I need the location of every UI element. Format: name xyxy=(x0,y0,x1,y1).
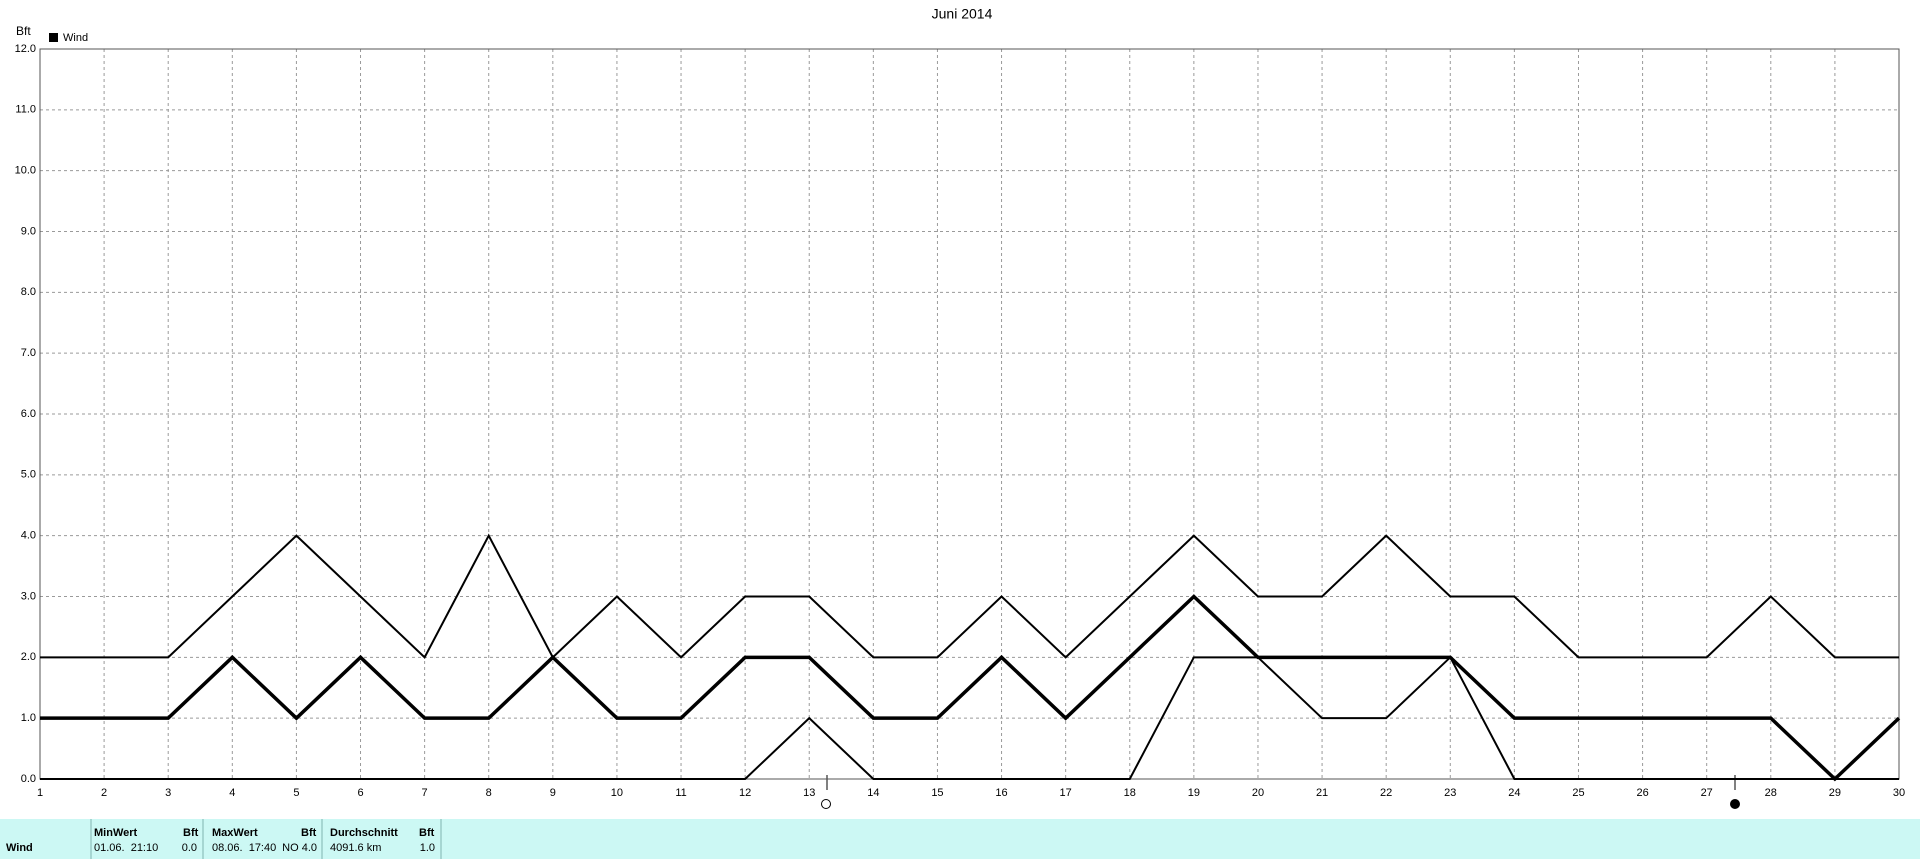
x-tick-label: 15 xyxy=(931,787,943,799)
x-tick-label: 22 xyxy=(1380,787,1392,799)
summary-separators xyxy=(90,819,442,859)
table-header: Bft xyxy=(183,827,199,839)
chart-title: Juni 2014 xyxy=(932,6,993,22)
table-cell: 0.0 xyxy=(182,842,197,854)
y-tick-label: 11.0 xyxy=(15,104,36,116)
table-cell: NO 4.0 xyxy=(282,842,317,854)
table-row-label: Wind xyxy=(6,842,33,854)
series-line xyxy=(40,655,1899,780)
x-tick-label: 13 xyxy=(803,787,815,799)
table-cell: 4091.6 km xyxy=(330,842,381,854)
y-tick-label: 0.0 xyxy=(21,773,36,785)
x-tick-label: 8 xyxy=(486,787,492,799)
x-tick-label: 12 xyxy=(739,787,751,799)
y-tick-label: 3.0 xyxy=(21,590,36,602)
table-header: Bft xyxy=(301,827,317,839)
x-tick-label: 26 xyxy=(1636,787,1648,799)
x-tick-label: 6 xyxy=(357,787,363,799)
x-tick-label: 24 xyxy=(1508,787,1520,799)
full-moon-icon xyxy=(821,799,831,809)
x-tick-label: 19 xyxy=(1188,787,1200,799)
y-tick-label: 5.0 xyxy=(21,469,36,481)
x-tick-label: 18 xyxy=(1124,787,1136,799)
x-tick-label: 20 xyxy=(1252,787,1264,799)
y-tick-label: 8.0 xyxy=(21,286,36,298)
y-tick-label: 2.0 xyxy=(21,651,36,663)
x-tick-label: 21 xyxy=(1316,787,1328,799)
x-tick-label: 2 xyxy=(101,787,107,799)
table-cell: 1.0 xyxy=(420,842,435,854)
table-cell: 08.06. 17:40 xyxy=(212,842,276,854)
y-tick-label: 1.0 xyxy=(21,712,36,724)
series-line xyxy=(40,533,1899,659)
y-tick-label: 4.0 xyxy=(21,530,36,542)
x-tick-label: 25 xyxy=(1572,787,1584,799)
y-tick-label: 12.0 xyxy=(15,43,36,55)
y-tick-label: 6.0 xyxy=(21,408,36,420)
x-tick-label: 4 xyxy=(229,787,235,799)
series-line xyxy=(40,594,1901,782)
x-tick-label: 27 xyxy=(1701,787,1713,799)
x-tick-label: 10 xyxy=(611,787,623,799)
legend-label: Wind xyxy=(63,32,88,44)
table-header: Durchschnitt xyxy=(330,827,398,839)
table-header: MinWert xyxy=(94,827,138,839)
table-header: Bft xyxy=(419,827,435,839)
x-tick-label: 1 xyxy=(37,787,43,799)
x-tick-label: 16 xyxy=(995,787,1007,799)
legend-swatch xyxy=(49,33,58,42)
x-tick-label: 3 xyxy=(165,787,171,799)
x-tick-label: 23 xyxy=(1444,787,1456,799)
y-axis-label: Bft xyxy=(16,24,31,38)
table-header: MaxWert xyxy=(212,827,258,839)
y-tick-label: 9.0 xyxy=(21,225,36,237)
y-tick-label: 10.0 xyxy=(15,165,36,177)
x-tick-label: 9 xyxy=(550,787,556,799)
x-tick-label: 11 xyxy=(675,787,686,799)
new-moon-icon xyxy=(1730,799,1740,809)
summary-band xyxy=(0,819,1920,859)
y-tick-label: 7.0 xyxy=(21,347,36,359)
x-tick-label: 30 xyxy=(1893,787,1905,799)
x-tick-label: 7 xyxy=(422,787,428,799)
x-tick-label: 28 xyxy=(1765,787,1777,799)
x-tick-label: 29 xyxy=(1829,787,1841,799)
x-tick-label: 5 xyxy=(293,787,299,799)
table-cell: 01.06. 21:10 xyxy=(94,842,158,854)
x-tick-label: 14 xyxy=(867,787,879,799)
x-tick-label: 17 xyxy=(1060,787,1072,799)
